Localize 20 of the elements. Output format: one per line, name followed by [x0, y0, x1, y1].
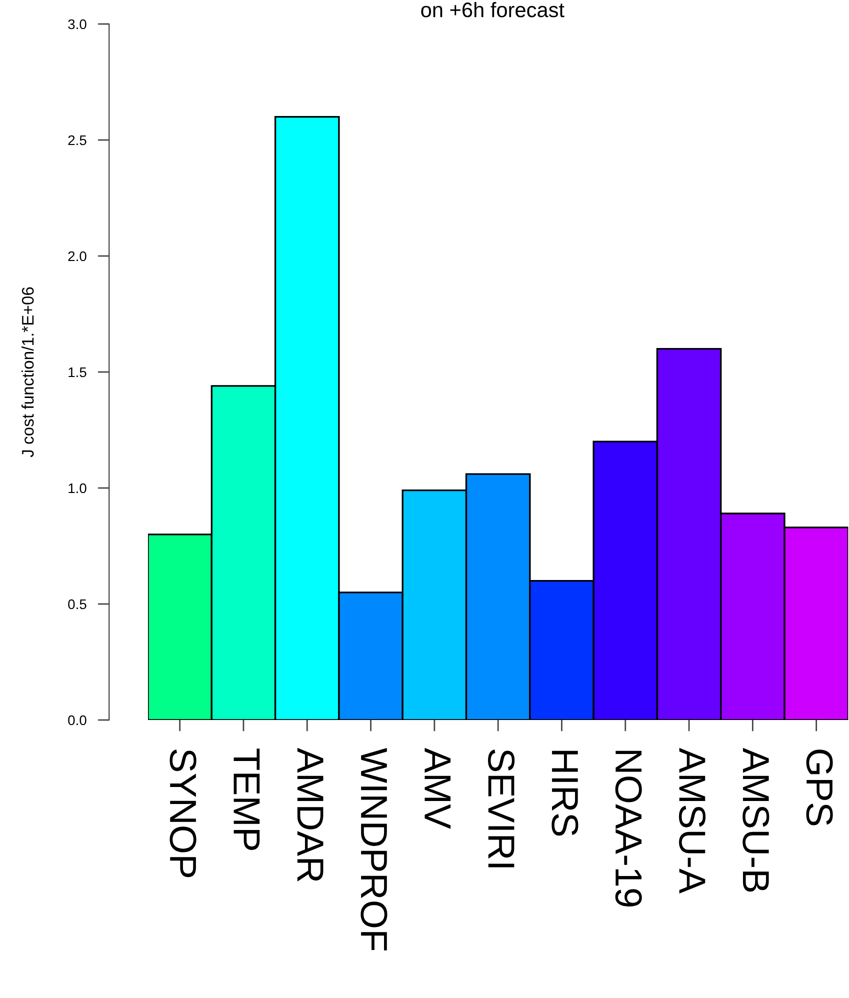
x-tick-label: SYNOP	[170, 749, 196, 878]
x-tick-label: AMDAR	[297, 748, 324, 882]
y-tick-label: 0.0	[68, 715, 86, 726]
x-tick-label: AMV	[424, 748, 451, 829]
x-tick-label: TEMP	[234, 748, 260, 850]
y-tick-label: 3.0	[68, 19, 86, 30]
y-tick-label: 0.5	[68, 599, 86, 610]
y-axis-title: J cost function/1.*E+06	[21, 287, 34, 458]
y-tick-label: 2.5	[68, 135, 86, 146]
x-tick-label: HIRS	[552, 750, 578, 836]
x-tick-label: SEVIRI	[488, 749, 515, 868]
x-tick-label: WINDPROF	[360, 748, 388, 950]
y-tick-label: 1.0	[68, 483, 86, 494]
x-tick-label: GPS	[806, 750, 833, 826]
chart-title: on +6h forecast	[421, 2, 564, 18]
x-tick-label: AMSU-B	[742, 748, 770, 892]
x-tick-label: AMSU-A	[678, 748, 706, 894]
y-tick-label: 2.0	[68, 251, 86, 262]
x-tick-label: NOAA-19	[615, 750, 642, 906]
y-tick-label: 1.5	[68, 367, 86, 378]
